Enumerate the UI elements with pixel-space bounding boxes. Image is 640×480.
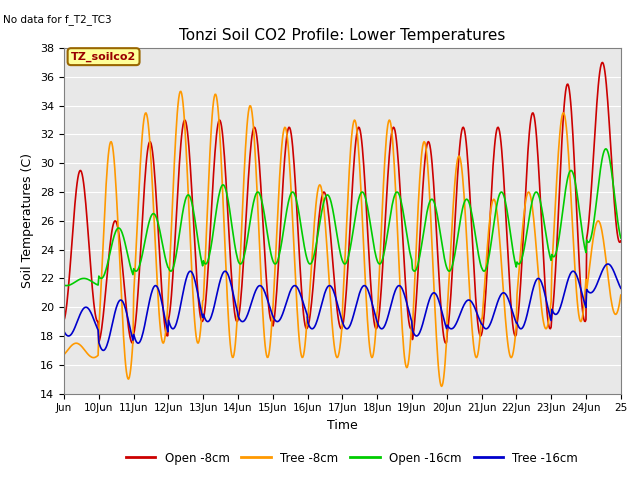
Title: Tonzi Soil CO2 Profile: Lower Temperatures: Tonzi Soil CO2 Profile: Lower Temperatur… bbox=[179, 28, 506, 43]
Text: TZ_soilco2: TZ_soilco2 bbox=[71, 51, 136, 62]
Legend: Open -8cm, Tree -8cm, Open -16cm, Tree -16cm: Open -8cm, Tree -8cm, Open -16cm, Tree -… bbox=[121, 447, 583, 469]
Y-axis label: Soil Temperatures (C): Soil Temperatures (C) bbox=[22, 153, 35, 288]
Text: No data for f_T2_TC3: No data for f_T2_TC3 bbox=[3, 14, 112, 25]
X-axis label: Time: Time bbox=[327, 419, 358, 432]
